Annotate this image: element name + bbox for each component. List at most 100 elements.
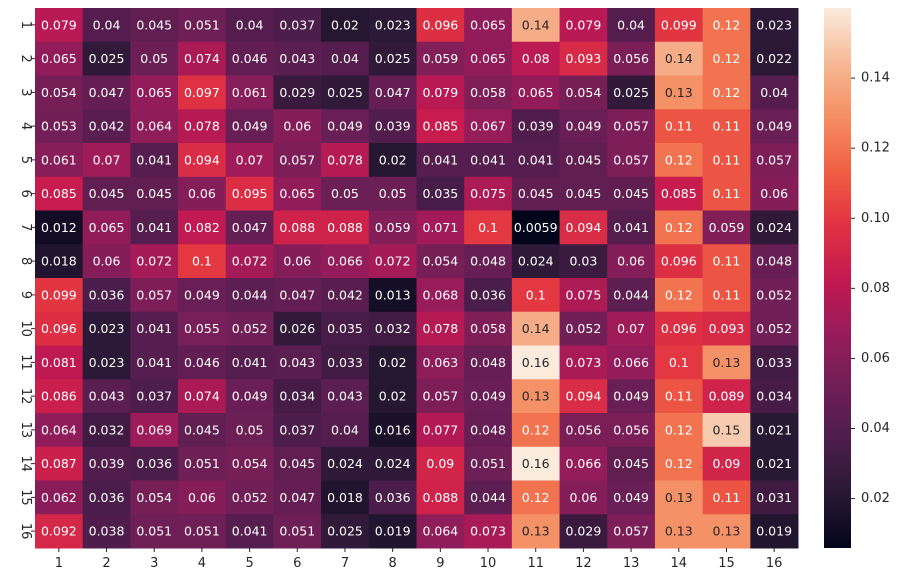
heatmap-cell bbox=[511, 311, 561, 346]
heatmap-cell bbox=[178, 176, 227, 211]
y-tick-label: 11 bbox=[18, 354, 33, 371]
heatmap-cell bbox=[178, 413, 227, 448]
y-tick-label: 6 bbox=[18, 189, 33, 197]
cell-value-label: 0.023 bbox=[756, 17, 792, 32]
cell-value-label: 0.088 bbox=[327, 220, 363, 235]
cell-value-label: 0.065 bbox=[136, 85, 172, 100]
heatmap-cell bbox=[178, 514, 227, 549]
cell-value-label: 0.093 bbox=[566, 51, 602, 66]
heatmap-cell bbox=[321, 244, 370, 279]
heatmap-cell bbox=[321, 75, 370, 110]
heatmap-cell bbox=[511, 379, 561, 414]
heatmap-cell bbox=[225, 278, 274, 313]
heatmap-cell bbox=[511, 176, 561, 211]
heatmap-cell bbox=[130, 176, 179, 211]
heatmap-cell bbox=[607, 278, 656, 313]
cell-value-label: 0.12 bbox=[713, 17, 741, 32]
cell-value-label: 0.059 bbox=[422, 51, 458, 66]
cell-value-label: 0.09 bbox=[426, 456, 454, 471]
heatmap-cell bbox=[654, 480, 704, 515]
heatmap-cell bbox=[368, 311, 417, 346]
heatmap-cell bbox=[702, 514, 751, 549]
heatmap-cell bbox=[35, 345, 84, 380]
cell-value-label: 0.079 bbox=[566, 17, 602, 32]
x-tick-label: 15 bbox=[718, 556, 735, 571]
heatmap-cell bbox=[82, 514, 131, 549]
cell-value-label: 0.041 bbox=[470, 152, 506, 167]
cell-value-label: 0.046 bbox=[184, 355, 220, 370]
cell-value-label: 0.079 bbox=[41, 17, 77, 32]
heatmap-cell bbox=[273, 176, 322, 211]
heatmap-cell bbox=[368, 176, 417, 211]
heatmap-cell bbox=[35, 278, 84, 313]
heatmap-cell bbox=[178, 109, 227, 144]
heatmap-cell bbox=[654, 311, 704, 346]
heatmap-cell bbox=[511, 210, 561, 245]
heatmap-cell bbox=[464, 75, 513, 110]
cell-value-label: 0.06 bbox=[569, 490, 597, 505]
heatmap-cell bbox=[654, 8, 704, 43]
cell-value-label: 0.049 bbox=[184, 287, 220, 302]
cell-value-label: 0.012 bbox=[41, 220, 77, 235]
heatmap-cell bbox=[321, 143, 370, 178]
heatmap-cell bbox=[225, 379, 274, 414]
cell-value-label: 0.019 bbox=[756, 524, 792, 539]
cell-value-label: 0.03 bbox=[569, 254, 597, 269]
heatmap-cell bbox=[654, 41, 704, 76]
heatmap-cell bbox=[273, 514, 322, 549]
heatmap-cell bbox=[750, 446, 799, 481]
cell-value-label: 0.06 bbox=[188, 186, 216, 201]
heatmap-cell bbox=[654, 278, 704, 313]
heatmap-cell bbox=[511, 345, 561, 380]
x-tick-label: 4 bbox=[198, 556, 206, 571]
cell-value-label: 0.051 bbox=[136, 524, 172, 539]
heatmap-cell bbox=[559, 8, 608, 43]
heatmap-cell bbox=[750, 143, 799, 178]
cell-value-label: 0.025 bbox=[375, 51, 411, 66]
cell-value-label: 0.043 bbox=[89, 389, 125, 404]
heatmap-cell bbox=[82, 176, 131, 211]
cell-value-label: 0.1 bbox=[669, 355, 689, 370]
cell-value-label: 0.04 bbox=[331, 422, 359, 437]
cell-value-label: 0.041 bbox=[613, 220, 649, 235]
heatmap-cell bbox=[511, 514, 561, 549]
cell-value-label: 0.044 bbox=[470, 490, 506, 505]
cell-value-label: 0.047 bbox=[89, 85, 125, 100]
heatmap-cell bbox=[35, 210, 84, 245]
cell-value-label: 0.093 bbox=[709, 321, 745, 336]
cell-value-label: 0.14 bbox=[522, 17, 550, 32]
heatmap-cell bbox=[559, 244, 608, 279]
cell-value-label: 0.072 bbox=[136, 254, 172, 269]
cell-value-label: 0.082 bbox=[184, 220, 220, 235]
cell-value-label: 0.094 bbox=[184, 152, 220, 167]
cell-value-label: 0.052 bbox=[566, 321, 602, 336]
cell-value-label: 0.025 bbox=[327, 85, 363, 100]
heatmap-cell bbox=[82, 446, 131, 481]
heatmap-cell bbox=[654, 244, 704, 279]
heatmap-cell bbox=[464, 109, 513, 144]
cell-value-label: 0.041 bbox=[136, 355, 172, 370]
cell-value-label: 0.071 bbox=[422, 220, 458, 235]
cell-value-label: 0.054 bbox=[232, 456, 268, 471]
cell-value-label: 0.094 bbox=[566, 220, 602, 235]
cell-value-label: 0.048 bbox=[470, 422, 506, 437]
heatmap-cell bbox=[273, 446, 322, 481]
heatmap-cell bbox=[750, 75, 799, 110]
heatmap-cell bbox=[416, 244, 465, 279]
cell-value-label: 0.05 bbox=[140, 51, 168, 66]
cell-value-label: 0.036 bbox=[136, 456, 172, 471]
cell-value-label: 0.045 bbox=[518, 186, 554, 201]
heatmap-cell bbox=[273, 75, 322, 110]
heatmap-cell bbox=[225, 143, 274, 178]
cell-value-label: 0.056 bbox=[613, 422, 649, 437]
x-tick-label: 3 bbox=[150, 556, 158, 571]
cell-value-label: 0.12 bbox=[522, 490, 550, 505]
heatmap-cell bbox=[225, 311, 274, 346]
heatmap-cell bbox=[82, 41, 131, 76]
heatmap-cell bbox=[607, 480, 656, 515]
cell-value-label: 0.034 bbox=[756, 389, 792, 404]
cell-value-label: 0.051 bbox=[279, 524, 315, 539]
cell-value-label: 0.1 bbox=[192, 254, 212, 269]
heatmap-cell bbox=[559, 75, 608, 110]
heatmap-cell bbox=[178, 75, 227, 110]
